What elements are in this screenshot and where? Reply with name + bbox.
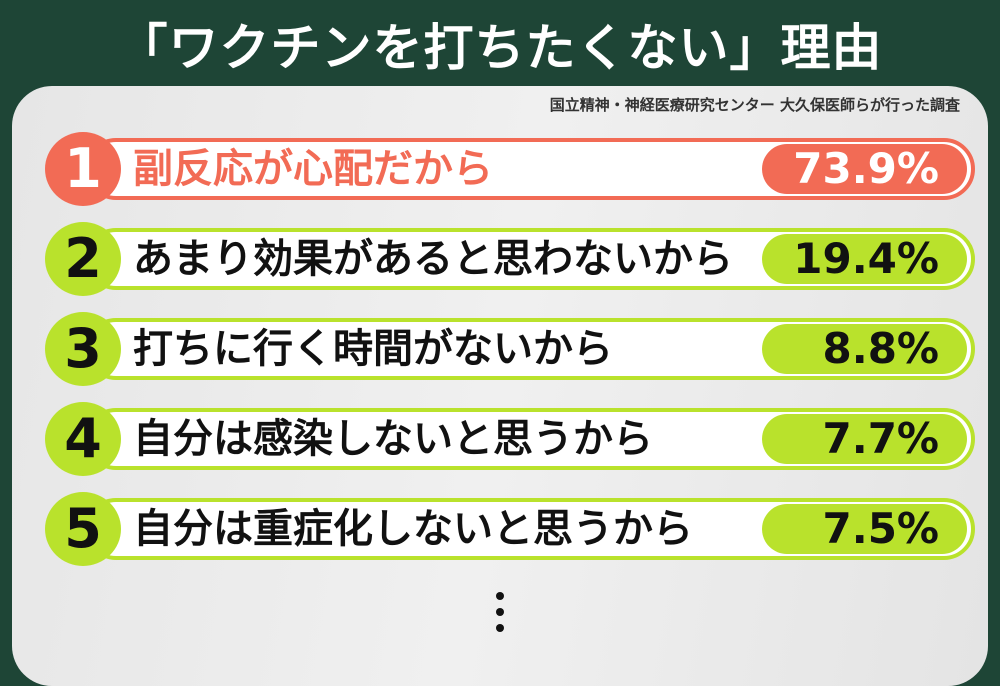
reason-label: 自分は感染しないと思うから (133, 416, 653, 462)
source-note: 国立精神・神経医療研究センター 大久保医師らが行った調査 (549, 96, 960, 114)
percent-label: 8.8% (762, 324, 967, 374)
reason-label: 打ちに行く時間がないから (133, 326, 613, 372)
reason-label: 副反応が心配だから (133, 146, 493, 192)
rank-badge: 4 (45, 402, 121, 476)
percent-label: 19.4% (762, 234, 967, 284)
rank-badge: 3 (45, 312, 121, 386)
ranking-row: 2 あまり効果があると思わないから 19.4% (45, 222, 975, 296)
ranking-row: 5 自分は重症化しないと思うから 7.5% (45, 492, 975, 566)
rank-badge: 1 (45, 132, 121, 206)
percent-label: 7.7% (762, 414, 967, 464)
percent-label: 7.5% (762, 504, 967, 554)
page-title: 「ワクチンを打ちたくない」理由 (117, 19, 883, 77)
reason-label: 自分は重症化しないと思うから (133, 506, 693, 552)
rank-badge: 5 (45, 492, 121, 566)
ranking-row: 4 自分は感染しないと思うから 7.7% (45, 402, 975, 476)
ranking-row: 3 打ちに行く時間がないから 8.8% (45, 312, 975, 386)
percent-label: 73.9% (762, 144, 967, 194)
ellipsis-icon (492, 592, 508, 640)
ranking-row: 1 副反応が心配だから 73.9% (45, 132, 975, 206)
rank-badge: 2 (45, 222, 121, 296)
reason-label: あまり効果があると思わないから (133, 236, 733, 282)
